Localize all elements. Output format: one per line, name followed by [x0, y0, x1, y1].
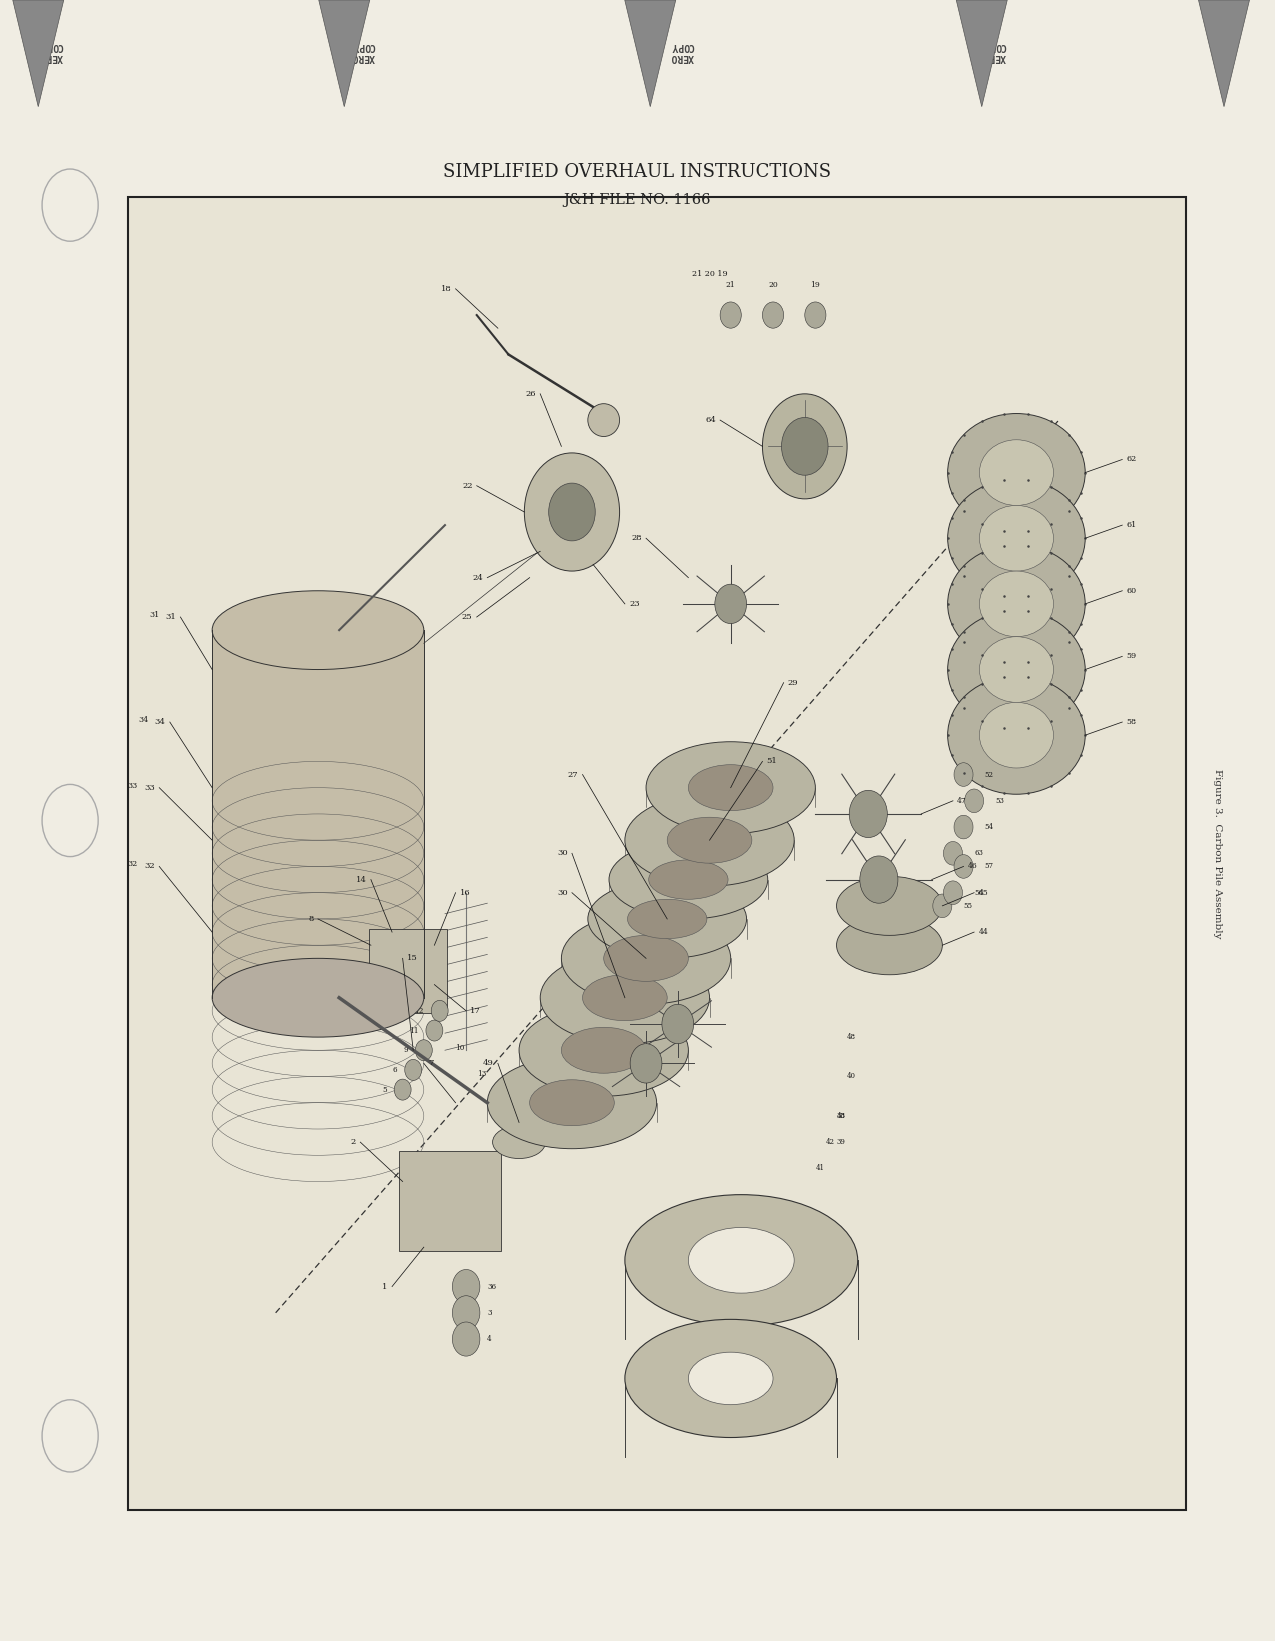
- Text: XERO
COPY: XERO COPY: [983, 41, 1006, 62]
- Polygon shape: [625, 0, 676, 107]
- Text: XERO
COPY: XERO COPY: [352, 41, 375, 62]
- Text: Figure 3.  Carbon Pile Assembly: Figure 3. Carbon Pile Assembly: [1213, 768, 1223, 939]
- Text: J&H FILE NO. 1166: J&H FILE NO. 1166: [564, 194, 711, 207]
- Text: XERO
COPY: XERO COPY: [40, 41, 62, 62]
- Text: XERO
COPY: XERO COPY: [671, 41, 694, 62]
- Text: SIMPLIFIED OVERHAUL INSTRUCTIONS: SIMPLIFIED OVERHAUL INSTRUCTIONS: [444, 164, 831, 181]
- Circle shape: [42, 169, 98, 241]
- Circle shape: [42, 784, 98, 857]
- Polygon shape: [13, 0, 64, 107]
- Polygon shape: [319, 0, 370, 107]
- Circle shape: [42, 1400, 98, 1472]
- Polygon shape: [1198, 0, 1250, 107]
- Polygon shape: [956, 0, 1007, 107]
- Bar: [128, 197, 1186, 1510]
